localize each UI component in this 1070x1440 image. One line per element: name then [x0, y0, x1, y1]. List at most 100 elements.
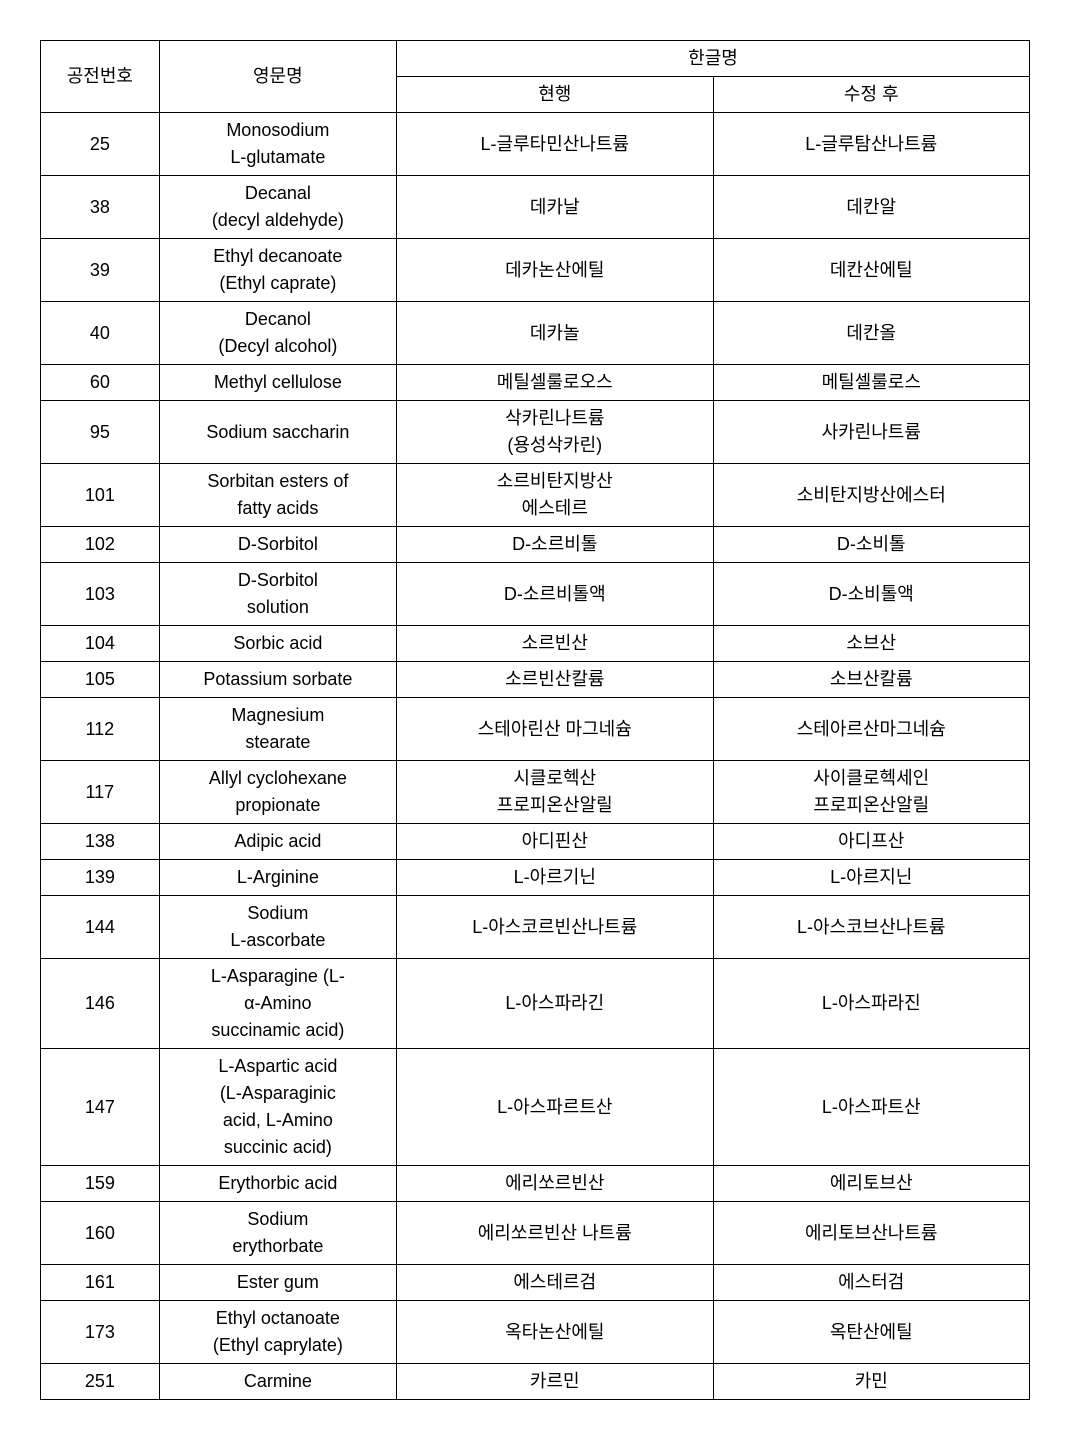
cell-current: 데카날 [397, 176, 713, 239]
cell-number: 161 [41, 1265, 160, 1301]
cell-english: Allyl cyclohexane propionate [159, 761, 396, 824]
header-row-1: 공전번호 영문명 한글명 [41, 41, 1030, 77]
cell-number: 251 [41, 1364, 160, 1400]
cell-revised: 소브산 [713, 626, 1030, 662]
cell-revised: 데칸올 [713, 302, 1030, 365]
cell-revised: 스테아르산마그네슘 [713, 698, 1030, 761]
cell-english: D-Sorbitol [159, 527, 396, 563]
cell-current: 데카논산에틸 [397, 239, 713, 302]
cell-current: 데카놀 [397, 302, 713, 365]
table-row: 159Erythorbic acid에리쏘르빈산에리토브산 [41, 1166, 1030, 1202]
cell-revised: D-소비톨액 [713, 563, 1030, 626]
cell-revised: L-아르지닌 [713, 860, 1030, 896]
cell-number: 104 [41, 626, 160, 662]
table-row: 112Magnesium stearate스테아린산 마그네슘스테아르산마그네슘 [41, 698, 1030, 761]
cell-current: 에리쏘르빈산 나트륨 [397, 1202, 713, 1265]
cell-number: 102 [41, 527, 160, 563]
table-row: 95Sodium saccharin삭카린나트륨 (용성삭카린)사카린나트륨 [41, 401, 1030, 464]
cell-current: L-아스파르트산 [397, 1049, 713, 1166]
cell-english: Ethyl decanoate (Ethyl caprate) [159, 239, 396, 302]
table-row: 60Methyl cellulose메틸셀룰로오스메틸셀룰로스 [41, 365, 1030, 401]
cell-current: 소르빈산 [397, 626, 713, 662]
table-row: 40Decanol (Decyl alcohol)데카놀데칸올 [41, 302, 1030, 365]
cell-revised: L-아스파라진 [713, 959, 1030, 1049]
cell-revised: D-소비톨 [713, 527, 1030, 563]
cell-english: Sodium saccharin [159, 401, 396, 464]
cell-current: 에리쏘르빈산 [397, 1166, 713, 1202]
cell-english: Methyl cellulose [159, 365, 396, 401]
cell-current: 삭카린나트륨 (용성삭카린) [397, 401, 713, 464]
header-korean-group: 한글명 [397, 41, 1030, 77]
cell-number: 144 [41, 896, 160, 959]
cell-current: 옥타논산에틸 [397, 1301, 713, 1364]
cell-revised: 옥탄산에틸 [713, 1301, 1030, 1364]
cell-number: 173 [41, 1301, 160, 1364]
cell-revised: 소브산칼륨 [713, 662, 1030, 698]
cell-english: Sorbitan esters of fatty acids [159, 464, 396, 527]
cell-revised: L-아스코브산나트륨 [713, 896, 1030, 959]
cell-english: Erythorbic acid [159, 1166, 396, 1202]
cell-number: 138 [41, 824, 160, 860]
cell-number: 112 [41, 698, 160, 761]
cell-english: Sorbic acid [159, 626, 396, 662]
header-current: 현행 [397, 77, 713, 113]
cell-english: Monosodium L-glutamate [159, 113, 396, 176]
cell-number: 139 [41, 860, 160, 896]
cell-number: 159 [41, 1166, 160, 1202]
cell-revised: 사이클로헥세인 프로피온산알릴 [713, 761, 1030, 824]
header-revised: 수정 후 [713, 77, 1030, 113]
table-row: 144Sodium L-ascorbateL-아스코르빈산나트륨L-아스코브산나… [41, 896, 1030, 959]
table-row: 147L-Aspartic acid (L-Asparaginic acid, … [41, 1049, 1030, 1166]
cell-current: L-아스코르빈산나트륨 [397, 896, 713, 959]
cell-revised: 메틸셀룰로스 [713, 365, 1030, 401]
additive-table: 공전번호 영문명 한글명 현행 수정 후 25Monosodium L-glut… [40, 40, 1030, 1400]
cell-number: 117 [41, 761, 160, 824]
table-body: 25Monosodium L-glutamateL-글루타민산나트륨L-글루탐산… [41, 113, 1030, 1400]
cell-revised: 소비탄지방산에스터 [713, 464, 1030, 527]
header-english: 영문명 [159, 41, 396, 113]
table-row: 103D-Sorbitol solutionD-소르비톨액D-소비톨액 [41, 563, 1030, 626]
cell-english: Decanol (Decyl alcohol) [159, 302, 396, 365]
cell-english: Ester gum [159, 1265, 396, 1301]
table-row: 104Sorbic acid소르빈산소브산 [41, 626, 1030, 662]
table-row: 39Ethyl decanoate (Ethyl caprate)데카논산에틸데… [41, 239, 1030, 302]
table-row: 138Adipic acid아디핀산아디프산 [41, 824, 1030, 860]
cell-number: 95 [41, 401, 160, 464]
header-number: 공전번호 [41, 41, 160, 113]
cell-english: L-Aspartic acid (L-Asparaginic acid, L-A… [159, 1049, 396, 1166]
cell-revised: 에스터검 [713, 1265, 1030, 1301]
cell-revised: L-아스파트산 [713, 1049, 1030, 1166]
cell-number: 160 [41, 1202, 160, 1265]
cell-english: L-Asparagine (L- α-Amino succinamic acid… [159, 959, 396, 1049]
cell-english: Sodium erythorbate [159, 1202, 396, 1265]
cell-revised: 에리토브산나트륨 [713, 1202, 1030, 1265]
cell-number: 39 [41, 239, 160, 302]
table-row: 139L-ArginineL-아르기닌L-아르지닌 [41, 860, 1030, 896]
table-row: 146L-Asparagine (L- α-Amino succinamic a… [41, 959, 1030, 1049]
cell-current: D-소르비톨 [397, 527, 713, 563]
cell-number: 147 [41, 1049, 160, 1166]
table-row: 117Allyl cyclohexane propionate시클로헥산 프로피… [41, 761, 1030, 824]
cell-current: D-소르비톨액 [397, 563, 713, 626]
cell-current: 스테아린산 마그네슘 [397, 698, 713, 761]
table-row: 105Potassium sorbate소르빈산칼륨소브산칼륨 [41, 662, 1030, 698]
cell-revised: 데칸알 [713, 176, 1030, 239]
cell-english: Sodium L-ascorbate [159, 896, 396, 959]
cell-number: 101 [41, 464, 160, 527]
table-row: 102D-SorbitolD-소르비톨D-소비톨 [41, 527, 1030, 563]
table-row: 160Sodium erythorbate에리쏘르빈산 나트륨에리토브산나트륨 [41, 1202, 1030, 1265]
cell-current: 에스테르검 [397, 1265, 713, 1301]
cell-current: 카르민 [397, 1364, 713, 1400]
table-row: 38Decanal (decyl aldehyde)데카날데칸알 [41, 176, 1030, 239]
table-row: 251Carmine카르민카민 [41, 1364, 1030, 1400]
cell-current: L-아스파라긴 [397, 959, 713, 1049]
cell-number: 105 [41, 662, 160, 698]
cell-current: L-아르기닌 [397, 860, 713, 896]
cell-revised: 카민 [713, 1364, 1030, 1400]
cell-revised: 에리토브산 [713, 1166, 1030, 1202]
table-header: 공전번호 영문명 한글명 현행 수정 후 [41, 41, 1030, 113]
cell-english: Decanal (decyl aldehyde) [159, 176, 396, 239]
cell-current: 메틸셀룰로오스 [397, 365, 713, 401]
cell-current: 아디핀산 [397, 824, 713, 860]
cell-revised: 사카린나트륨 [713, 401, 1030, 464]
